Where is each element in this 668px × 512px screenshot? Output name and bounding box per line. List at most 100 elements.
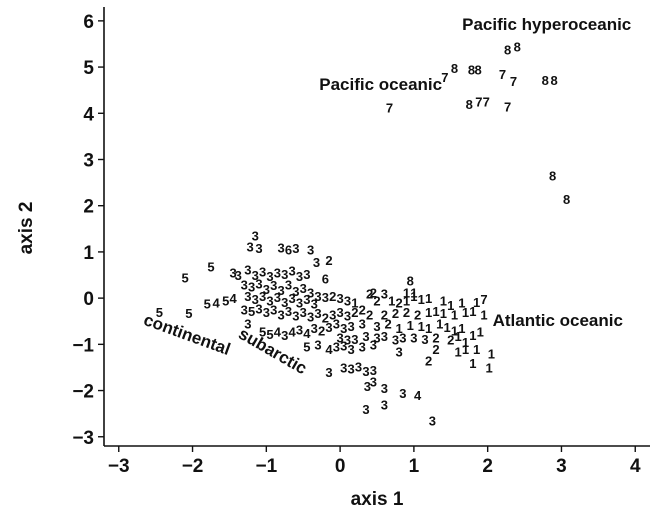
x-tick-label: 1: [409, 456, 420, 477]
data-point: 7: [499, 67, 506, 82]
data-point: 3: [289, 263, 296, 278]
data-point: 1: [440, 293, 447, 308]
data-point: 3: [340, 360, 347, 375]
data-point: 1: [462, 335, 469, 350]
data-point: 1: [425, 305, 432, 320]
data-point: 1: [451, 323, 458, 338]
x-tick-label: 2: [482, 456, 493, 477]
data-point: 3: [313, 255, 320, 270]
data-point: 3: [266, 269, 273, 284]
data-point: 3: [255, 241, 262, 256]
data-point: 3: [241, 277, 248, 292]
data-point: 7: [441, 70, 448, 85]
data-point: 3: [429, 414, 436, 429]
data-point: 3: [325, 320, 332, 335]
data-point: 3: [296, 323, 303, 338]
y-tick-label: −2: [72, 382, 94, 403]
data-point: 3: [362, 364, 369, 379]
data-point: 3: [333, 340, 340, 355]
y-tick-label: 0: [83, 289, 94, 310]
data-point: 3: [325, 365, 332, 380]
data-point: 8: [466, 97, 473, 112]
data-point: 3: [344, 293, 351, 308]
data-point: 3: [344, 309, 351, 324]
data-point: 2: [403, 305, 410, 320]
data-point: 5: [204, 297, 211, 312]
data-point: 1: [462, 305, 469, 320]
data-point: 3: [399, 330, 406, 345]
data-point: 3: [336, 330, 343, 345]
data-point: 1: [469, 356, 476, 371]
data-point: 1: [469, 304, 476, 319]
data-point: 3: [340, 321, 347, 336]
group-annotation: Pacific hyperoceanic: [462, 15, 631, 34]
data-point: 3: [296, 296, 303, 311]
data-point: 3: [270, 303, 277, 318]
data-point: 1: [462, 342, 469, 357]
data-point: 5: [156, 305, 163, 320]
data-point: 3: [252, 229, 259, 244]
data-point: 1: [451, 307, 458, 322]
data-point: 3: [270, 278, 277, 293]
data-point: 2: [384, 317, 391, 332]
data-point: 1: [418, 319, 425, 334]
data-point: 3: [307, 243, 314, 258]
data-point: 2: [318, 323, 325, 338]
data-point: 3: [252, 292, 259, 307]
data-point: 1: [458, 321, 465, 336]
data-point: 2: [381, 307, 388, 322]
data-point: 3: [281, 267, 288, 282]
data-point: 2: [447, 333, 454, 348]
data-point: 3: [381, 329, 388, 344]
data-point: 3: [230, 266, 237, 281]
data-point: 1: [403, 293, 410, 308]
data-point: 8: [549, 169, 556, 184]
data-point: 3: [336, 291, 343, 306]
data-point: 3: [364, 379, 371, 394]
data-point: 2: [373, 293, 380, 308]
data-point: 3: [392, 333, 399, 348]
data-point: 1: [410, 286, 417, 301]
data-point: 3: [244, 289, 251, 304]
data-point: 3: [292, 309, 299, 324]
data-point: 2: [432, 342, 439, 357]
data-point: 3: [370, 337, 377, 352]
data-point: 8: [451, 61, 458, 76]
data-point: 2: [329, 289, 336, 304]
data-point: 3: [314, 289, 321, 304]
data-point: 6: [322, 272, 329, 287]
x-tick-label: −1: [255, 456, 277, 477]
data-point: 3: [277, 307, 284, 322]
data-point: 3: [274, 266, 281, 281]
group-annotation: Pacific oceanic: [319, 75, 442, 94]
data-point: 5: [222, 293, 229, 308]
data-point: 3: [259, 289, 266, 304]
data-point: 3: [285, 277, 292, 292]
data-point: 3: [351, 332, 358, 347]
data-point: 3: [307, 286, 314, 301]
data-point: 1: [455, 344, 462, 359]
data-point: 7: [386, 101, 393, 116]
y-tick-label: 2: [83, 197, 94, 218]
data-point: 4: [213, 296, 221, 311]
data-point: 7: [480, 292, 487, 307]
data-point: 6: [285, 243, 292, 258]
data-point: 1: [458, 296, 465, 311]
data-point: 3: [373, 330, 380, 345]
data-point: 1: [473, 295, 480, 310]
data-point: 5: [303, 340, 310, 355]
data-point: 3: [303, 267, 310, 282]
data-point: 1: [443, 320, 450, 335]
data-point: 1: [488, 347, 495, 362]
data-point: 3: [410, 330, 417, 345]
data-point: 3: [314, 306, 321, 321]
data-point: 3: [292, 284, 299, 299]
data-point: 7: [504, 99, 511, 114]
data-point: 5: [259, 324, 266, 339]
data-point: 4: [414, 388, 422, 403]
data-point: 3: [277, 283, 284, 298]
data-point: 2: [366, 287, 373, 302]
data-point: 1: [473, 342, 480, 357]
